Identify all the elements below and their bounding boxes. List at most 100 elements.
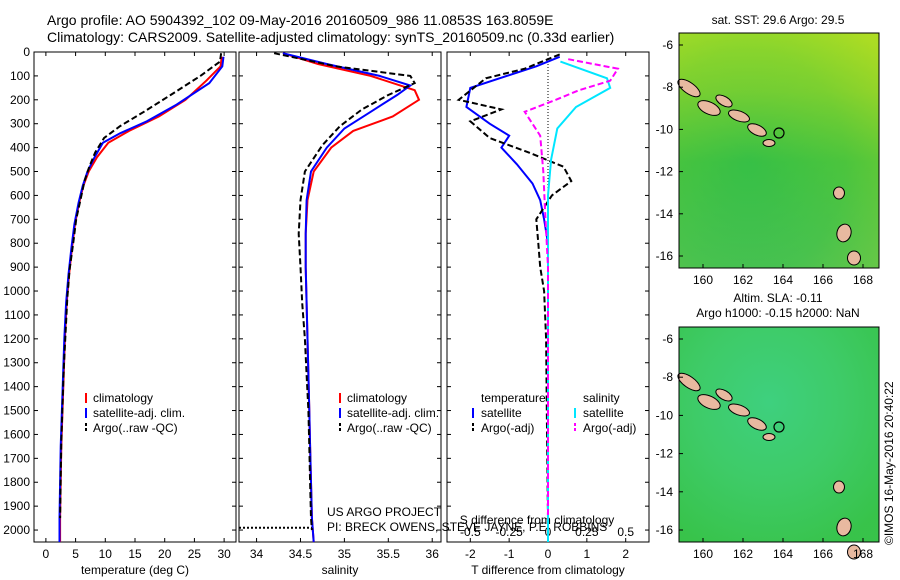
sla-map-ytick-label: -12 bbox=[656, 447, 674, 461]
sla-map-island bbox=[747, 417, 767, 431]
sst-map-ytick-label: -16 bbox=[656, 249, 674, 263]
sal-xtick-label: 34 bbox=[250, 547, 264, 561]
chart-title-line2: Climatology: CARS2009. Satellite-adjuste… bbox=[47, 29, 615, 45]
depth-tick-label: 1800 bbox=[3, 475, 30, 489]
diff-legend-sal-header: salinity bbox=[583, 391, 620, 405]
sst-map-xtick-label: 160 bbox=[693, 273, 713, 287]
chart-title-line1: Argo profile: AO 5904392_102 09-May-2016… bbox=[47, 12, 554, 28]
tdiff-xtick-label: -2 bbox=[465, 547, 476, 561]
sla-map-island bbox=[715, 388, 733, 402]
tdiff-xtick-label: 1 bbox=[584, 547, 591, 561]
temp-xtick-label: 10 bbox=[99, 547, 113, 561]
sal-xtick-label: 35 bbox=[338, 547, 352, 561]
depth-tick-label: 300 bbox=[10, 117, 30, 131]
sst-map-xtick-label: 168 bbox=[853, 273, 873, 287]
imos-watermark: ©IMOS 16-May-2016 20:40:22 bbox=[882, 381, 896, 545]
sst-map-island bbox=[747, 123, 767, 137]
sla-map-island bbox=[833, 480, 845, 494]
sst-map-island bbox=[677, 78, 701, 98]
panel-frame bbox=[238, 51, 442, 543]
sla-map-field-overlay bbox=[679, 327, 879, 542]
temp-xtick-label: 30 bbox=[217, 547, 231, 561]
sal-legend-label: satellite-adj. clim. bbox=[347, 406, 439, 420]
sla-map-title1: Altim. SLA: -0.11 bbox=[733, 291, 822, 305]
temp-xtick-label: 5 bbox=[72, 547, 79, 561]
sdiff-xtick-label: 0.5 bbox=[617, 525, 634, 539]
sla-map-island bbox=[697, 394, 721, 410]
diff-legend-temp-label: satellite bbox=[481, 406, 522, 420]
sal-xtick-label: 36 bbox=[426, 547, 440, 561]
temp-legend-label: climatology bbox=[93, 391, 153, 405]
sst-map-xtick-label: 166 bbox=[813, 273, 833, 287]
sst-map-ytick-label: -12 bbox=[656, 165, 674, 179]
sst-map-xtick-label: 162 bbox=[733, 273, 753, 287]
tdiff-xtick-label: 2 bbox=[622, 547, 629, 561]
sal-argo-line bbox=[273, 52, 417, 531]
temp-legend-label: satellite-adj. clim. bbox=[93, 406, 185, 420]
sdiff-sat-line bbox=[547, 60, 612, 542]
tdiff-xlabel: T difference from climatology bbox=[471, 563, 625, 577]
depth-tick-label: 1700 bbox=[3, 451, 30, 465]
sla-map-xtick-label: 168 bbox=[853, 547, 873, 561]
sdiff-xtick-label: -0.5 bbox=[460, 525, 481, 539]
depth-tick-label: 1900 bbox=[3, 499, 30, 513]
sst-map-ytick-label: -14 bbox=[656, 207, 674, 221]
sla-map-ytick-label: -8 bbox=[662, 370, 673, 384]
sdiff-argo-line bbox=[523, 58, 620, 519]
tdiff-xtick-label: -1 bbox=[504, 547, 515, 561]
depth-tick-label: 900 bbox=[10, 260, 30, 274]
sla-map-ytick-label: -10 bbox=[656, 408, 674, 422]
sdiff-xtick-label: -0.25 bbox=[495, 525, 523, 539]
depth-tick-label: 700 bbox=[10, 212, 30, 226]
sst-map-float-marker bbox=[773, 127, 785, 139]
sst-map-ytick-label: -8 bbox=[662, 80, 673, 94]
depth-tick-label: 100 bbox=[10, 69, 30, 83]
depth-tick-label: 1600 bbox=[3, 427, 30, 441]
sla-map-ytick-label: -6 bbox=[662, 332, 673, 346]
depth-tick-label: 1200 bbox=[3, 332, 30, 346]
sst-map-xtick-label: 164 bbox=[773, 273, 793, 287]
temp-argo-line bbox=[59, 53, 223, 519]
sst-map-island bbox=[715, 94, 733, 108]
sla-map-island bbox=[836, 517, 852, 537]
sst-map-ytick-label: -10 bbox=[656, 122, 674, 136]
sla-map-xtick-label: 164 bbox=[773, 547, 793, 561]
sla-map-ytick-label: -16 bbox=[656, 523, 674, 537]
depth-tick-label: 500 bbox=[10, 165, 30, 179]
sla-map-ytick-label: -14 bbox=[656, 485, 674, 499]
sst-map-frame bbox=[678, 32, 880, 269]
sal-footer-pi: PI: BRECK OWENS, STEVE JAYNE, P.E. ROBBI… bbox=[327, 520, 607, 534]
sdiff-xtick-label: 0.25 bbox=[575, 525, 599, 539]
sla-map-xtick-label: 162 bbox=[733, 547, 753, 561]
sla-map-island bbox=[762, 433, 776, 441]
sla-map-island bbox=[677, 372, 701, 392]
sla-map-title2: Argo h1000: -0.15 h2000: NaN bbox=[696, 306, 859, 320]
sla-map-island bbox=[847, 544, 861, 560]
sal-xtick-label: 34.5 bbox=[289, 547, 313, 561]
depth-tick-label: 1100 bbox=[4, 308, 30, 322]
sal-footer-project: US ARGO PROJECT bbox=[327, 505, 442, 519]
sal-legend-label: climatology bbox=[347, 391, 407, 405]
temp-xtick-label: 15 bbox=[128, 547, 142, 561]
temp-sat-line bbox=[58, 56, 225, 542]
depth-tick-label: 1300 bbox=[3, 356, 30, 370]
sdiff-axis-label: S difference from climatology bbox=[460, 513, 615, 527]
sla-map-xtick-label: 160 bbox=[693, 547, 713, 561]
panel-frame bbox=[33, 51, 237, 543]
sal-legend-label: Argo(..raw -QC) bbox=[347, 421, 432, 435]
sla-map-float-marker bbox=[773, 421, 785, 433]
diff-legend-temp-header: temperature bbox=[481, 391, 546, 405]
sal-clim-line bbox=[282, 52, 421, 543]
sst-map-title: sat. SST: 29.6 Argo: 29.5 bbox=[712, 13, 845, 27]
temp-legend-label: Argo(..raw -QC) bbox=[93, 421, 178, 435]
sal-xlabel: salinity bbox=[322, 563, 359, 577]
sla-map-xtick-label: 166 bbox=[813, 547, 833, 561]
temp-xtick-label: 0 bbox=[43, 547, 50, 561]
depth-tick-label: 200 bbox=[10, 93, 30, 107]
sla-map-island bbox=[728, 403, 750, 417]
tdiff-argo-line bbox=[456, 53, 573, 519]
depth-tick-label: 1500 bbox=[3, 404, 30, 418]
sst-map-ytick-label: -6 bbox=[662, 38, 673, 52]
depth-tick-label: 2000 bbox=[3, 523, 30, 537]
